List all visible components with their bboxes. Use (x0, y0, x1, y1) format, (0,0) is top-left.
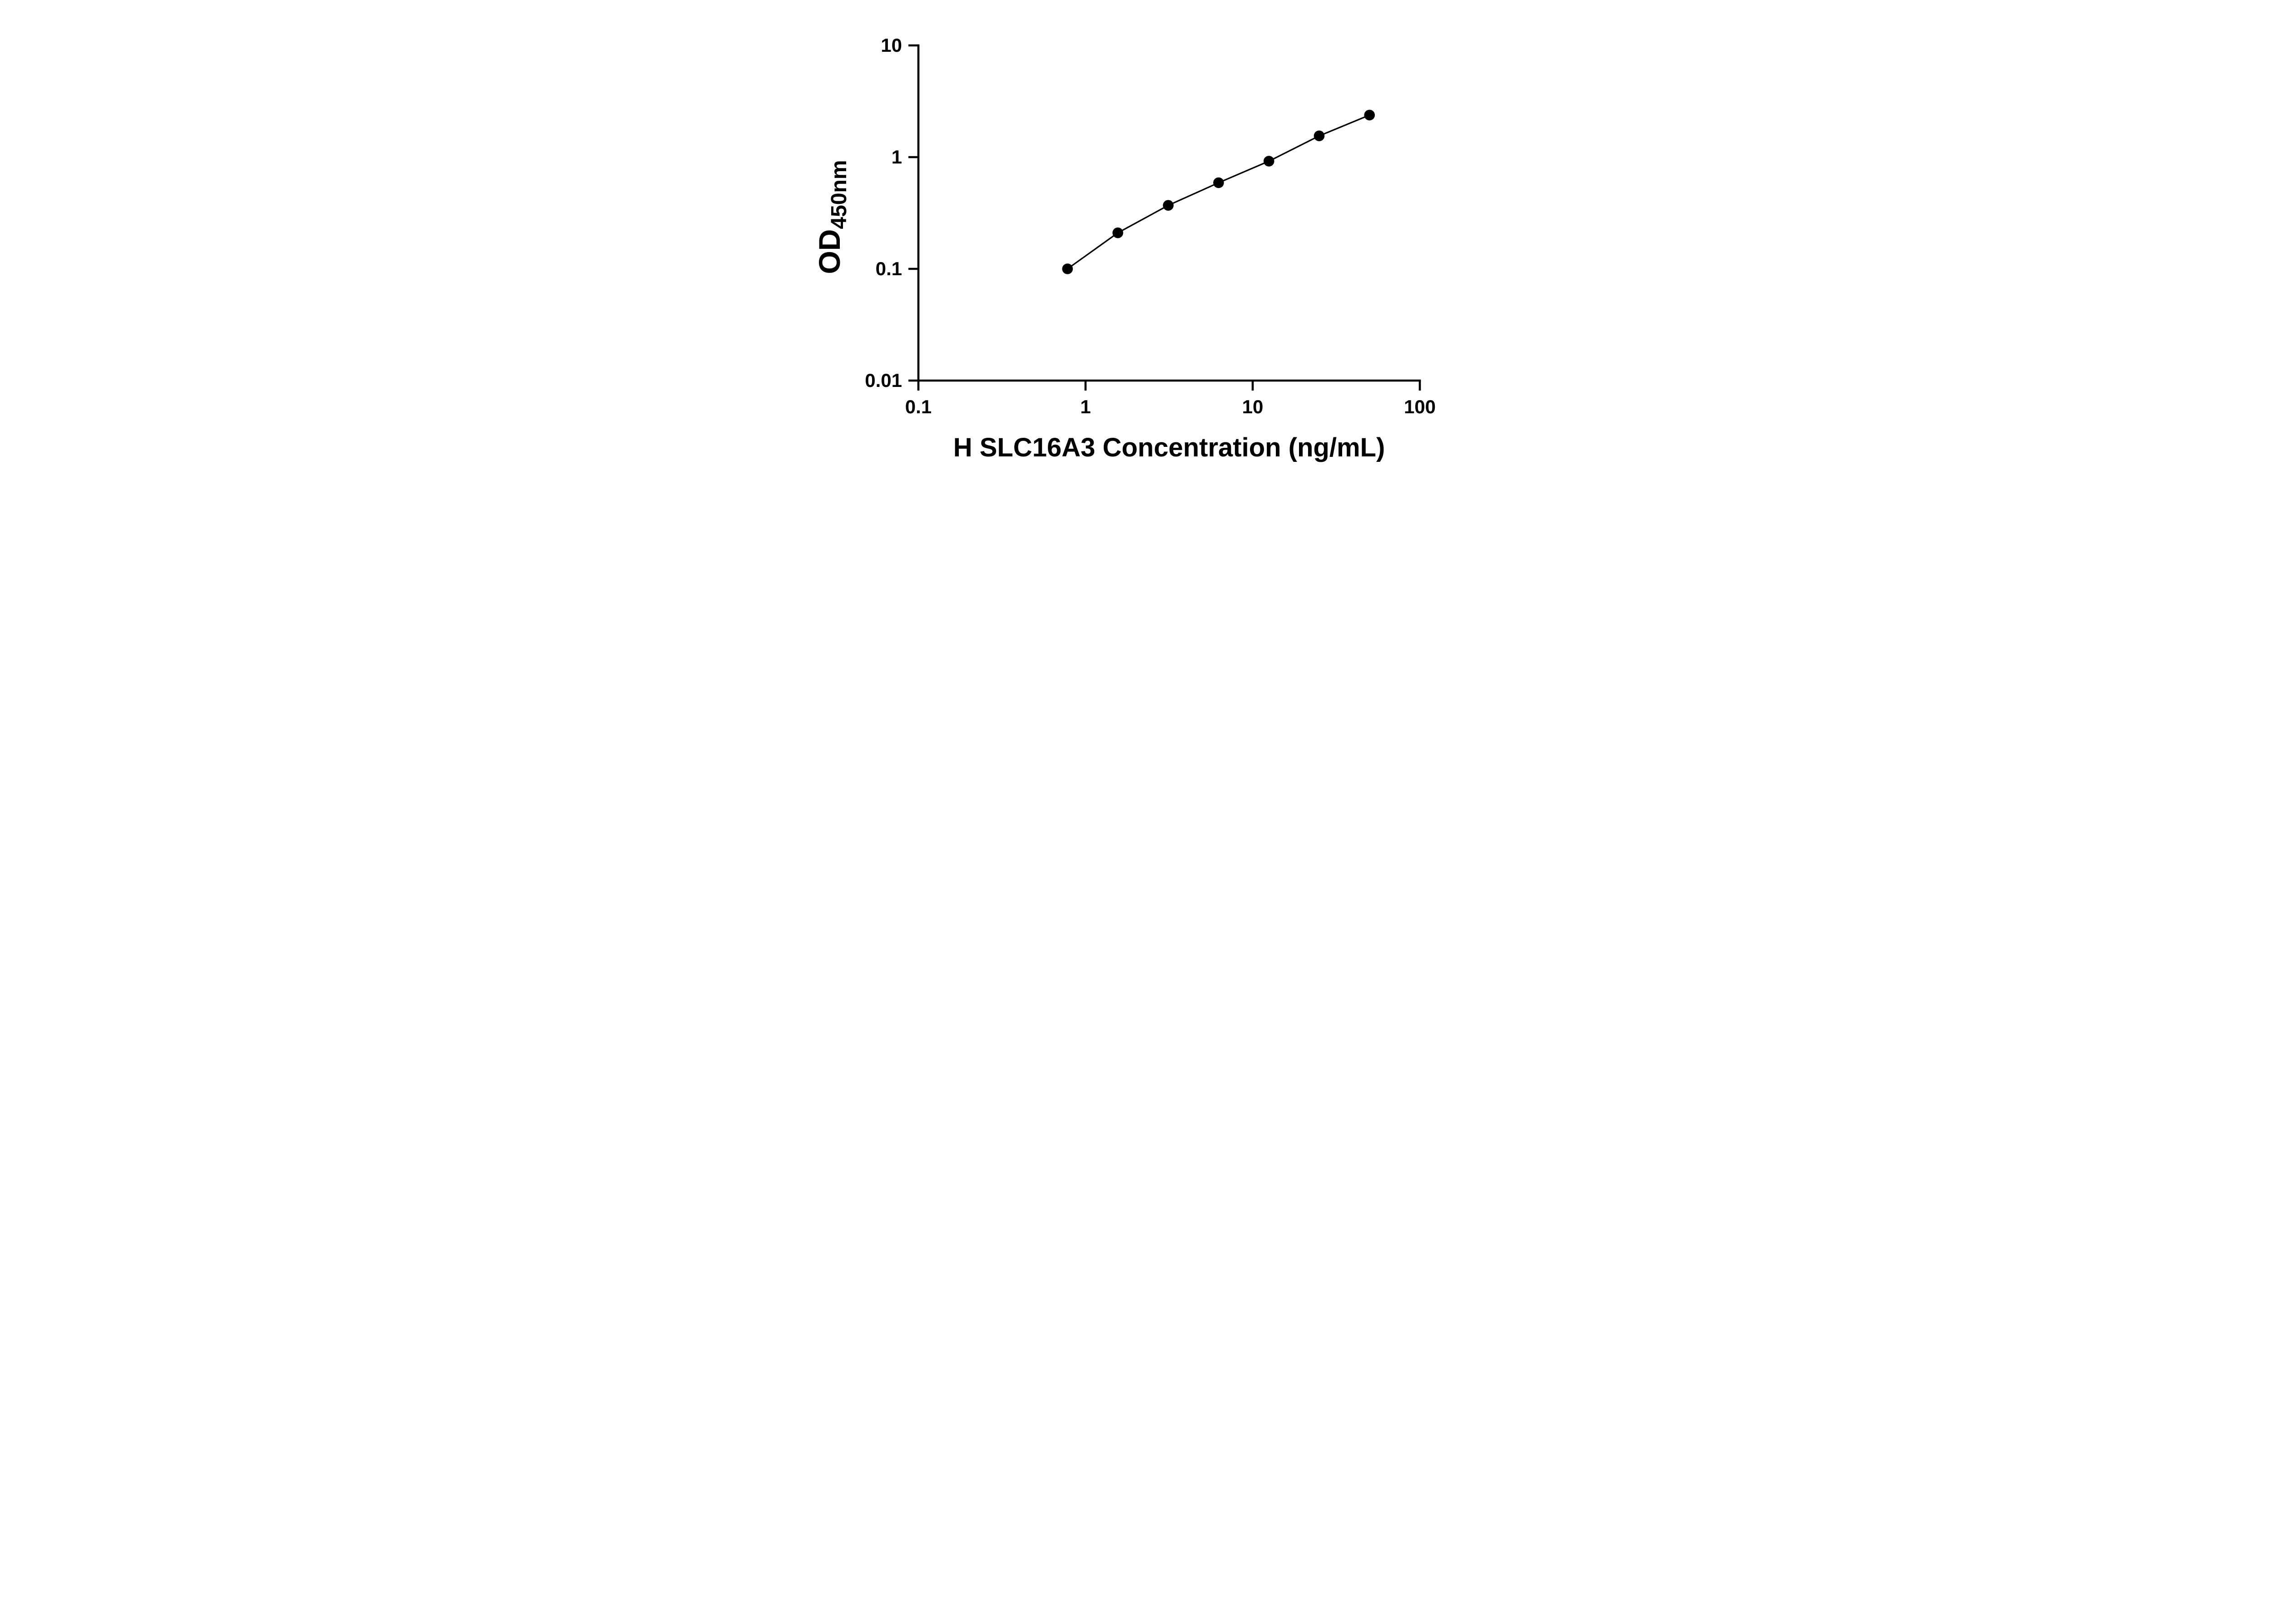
data-point-3 (1213, 177, 1224, 188)
y-tick-label: 0.1 (875, 258, 902, 279)
y-axis-title: OD450nm (813, 160, 851, 274)
y-tick-label: 0.01 (865, 370, 902, 391)
data-point-5 (1314, 130, 1324, 142)
trend-line (1066, 114, 1370, 270)
data-point-2 (1162, 200, 1174, 211)
x-tick-label: 1 (1080, 396, 1091, 417)
data-point-6 (1364, 109, 1375, 121)
x-tick-label: 100 (1403, 396, 1435, 417)
data-point-4 (1263, 156, 1274, 167)
data-point-1 (1112, 227, 1123, 238)
y-axis-title-main: OD (813, 229, 846, 274)
y-axis-title-sub: 450nm (827, 160, 851, 229)
x-tick-label: 0.1 (905, 396, 931, 417)
elisa-standard-curve-figure: 0.01 0.1 1 10 0.1 1 10 100 H SLC16A3 Concentrati… (786, 0, 1485, 487)
x-tick-label: 10 (1242, 396, 1263, 417)
y-tick-label: 1 (891, 146, 902, 168)
y-tick-label: 10 (881, 35, 902, 56)
data-point-0 (1062, 263, 1073, 274)
x-axis-title: H SLC16A3 Concentration (ng/mL) (953, 433, 1385, 462)
